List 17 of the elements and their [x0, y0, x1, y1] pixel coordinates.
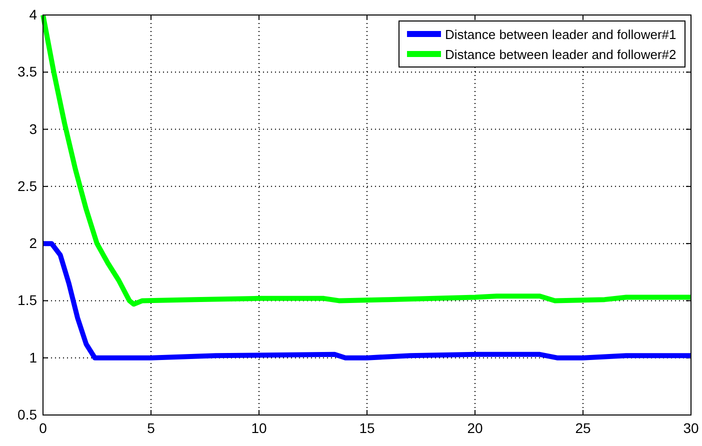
y-tick-label: 4: [29, 6, 38, 22]
y-tick-label: 2: [29, 235, 38, 252]
y-tick-label: 3.5: [18, 64, 38, 80]
x-tick-label: 15: [359, 420, 375, 436]
x-tick-label: 30: [683, 420, 699, 436]
y-tick-label: 0.5: [18, 406, 38, 422]
x-tick-label: 5: [147, 420, 156, 436]
x-tick-label: 20: [467, 420, 483, 436]
y-tick-label: 1: [29, 349, 38, 366]
y-tick-label: 2.5: [18, 178, 38, 194]
x-tick-label: 10: [251, 420, 267, 436]
legend-label: Distance between leader and follower#2: [445, 47, 676, 62]
x-tick-label: 0: [39, 420, 48, 436]
y-tick-label: 3: [29, 120, 38, 137]
y-tick-label: 1.5: [18, 292, 38, 308]
x-tick-label: 25: [575, 420, 591, 436]
legend-label: Distance between leader and follower#1: [445, 27, 676, 42]
